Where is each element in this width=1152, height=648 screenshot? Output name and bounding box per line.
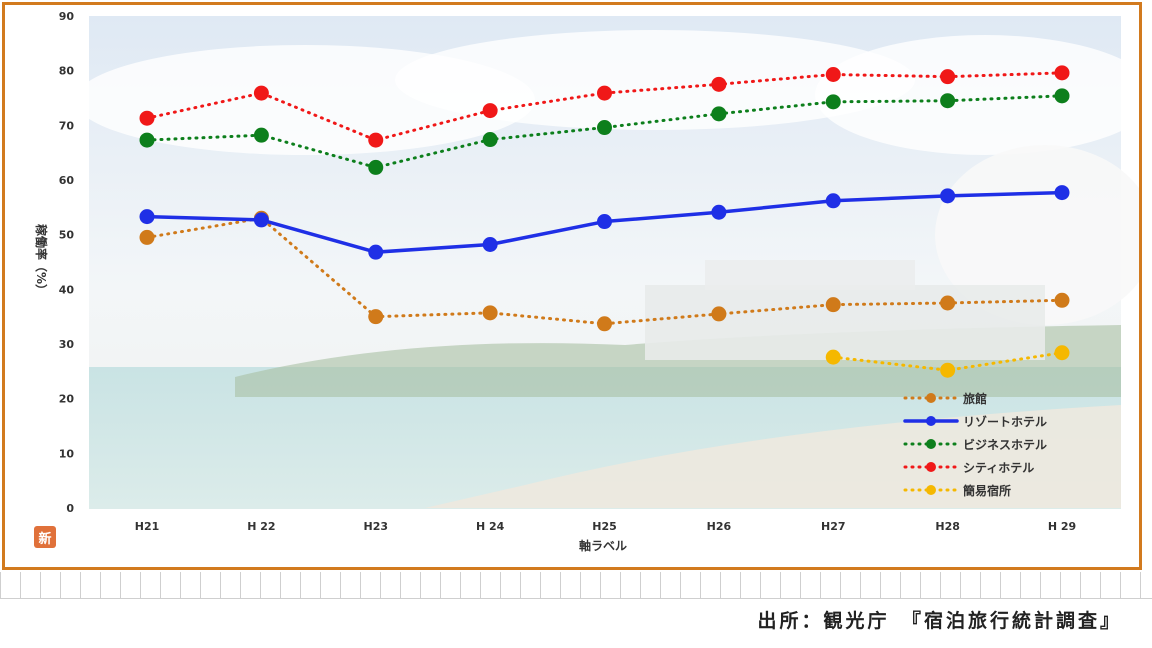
data-point [139, 229, 155, 245]
legend-marker [926, 439, 936, 449]
x-tick-label: H 29 [1048, 520, 1076, 533]
chart-frame: 0 10 20 30 40 50 60 70 80 90 H21 H 22 H23 H 24 H25 H26… [2, 2, 1142, 570]
y-tick-label: 0 [66, 502, 74, 515]
x-tick-label: H26 [707, 520, 732, 533]
data-point [597, 214, 612, 230]
y-axis: 0 10 20 30 40 50 60 70 80 90 [59, 10, 75, 515]
y-tick-label: 30 [59, 338, 75, 351]
data-point [825, 193, 841, 209]
x-tick-label: H27 [821, 520, 846, 533]
series-layer [139, 65, 1070, 378]
data-point [139, 132, 155, 148]
series-1 [139, 185, 1070, 260]
series-3 [139, 65, 1070, 148]
legend-marker [926, 485, 936, 495]
y-tick-label: 80 [59, 65, 75, 78]
x-tick-label: H 24 [476, 520, 505, 533]
data-point [368, 159, 384, 175]
data-point [940, 362, 956, 378]
legend-marker [926, 416, 936, 426]
y-tick-label: 40 [59, 283, 75, 296]
data-point [482, 132, 498, 148]
data-point [711, 204, 727, 220]
data-point [597, 316, 612, 332]
series-4 [825, 345, 1070, 378]
data-point [368, 244, 384, 260]
data-point [1054, 65, 1070, 81]
data-point [597, 120, 612, 136]
data-point [482, 237, 498, 253]
legend-marker [926, 393, 936, 403]
data-point [1054, 88, 1070, 104]
data-point [825, 297, 841, 313]
data-point [368, 132, 384, 148]
x-tick-label: H28 [935, 520, 960, 533]
legend-label: シティホテル [963, 461, 1034, 475]
series-2 [139, 88, 1070, 175]
data-point [940, 69, 956, 85]
data-point [253, 212, 269, 228]
source-note: 出所：観光庁 『宿泊旅行統計調査』 [757, 610, 1122, 632]
x-tick-label: H21 [135, 520, 160, 533]
legend-label: リゾートホテル [963, 414, 1047, 429]
legend-marker [926, 462, 936, 472]
data-point [482, 305, 498, 321]
data-point [940, 188, 956, 204]
y-tick-label: 60 [59, 174, 75, 187]
data-point [940, 295, 956, 311]
data-point [825, 66, 841, 82]
data-point [139, 110, 155, 126]
data-point [253, 85, 269, 101]
data-point [825, 349, 841, 365]
x-axis: H21 H 22 H23 H 24 H25 H26 H27 H28 H 29 [135, 520, 1076, 533]
data-point [825, 94, 841, 110]
x-tick-label: H 22 [247, 520, 275, 533]
data-point [368, 309, 384, 325]
data-point [711, 76, 727, 92]
data-point [1054, 345, 1070, 361]
y-tick-label: 70 [59, 119, 75, 132]
y-axis-title: 稼働率（%） [34, 224, 49, 296]
data-point [253, 127, 269, 143]
data-point [711, 106, 727, 122]
y-tick-label: 50 [59, 229, 75, 242]
x-axis-title: 軸ラベル [579, 538, 627, 553]
x-tick-label: H25 [592, 520, 617, 533]
grid-strip [0, 572, 1152, 599]
data-point [940, 93, 956, 109]
data-point [1054, 185, 1070, 201]
data-point [711, 306, 727, 322]
y-tick-label: 90 [59, 10, 75, 23]
data-point [139, 209, 155, 225]
y-tick-label: 10 [59, 447, 75, 460]
y-tick-label: 20 [59, 393, 75, 406]
series-line [145, 94, 1064, 169]
x-tick-label: H23 [363, 520, 388, 533]
line-chart: 0 10 20 30 40 50 60 70 80 90 H21 H 22 H23 H 24 H25 H26… [34, 10, 1139, 553]
legend-label: 簡易宿所 [963, 483, 1011, 498]
data-point [597, 85, 612, 101]
legend-label: 旅館 [963, 391, 987, 406]
legend-label: ビジネスホテル [963, 437, 1047, 452]
data-point [1054, 292, 1070, 308]
new-badge-icon: 新 [34, 526, 56, 548]
data-point [482, 103, 498, 119]
